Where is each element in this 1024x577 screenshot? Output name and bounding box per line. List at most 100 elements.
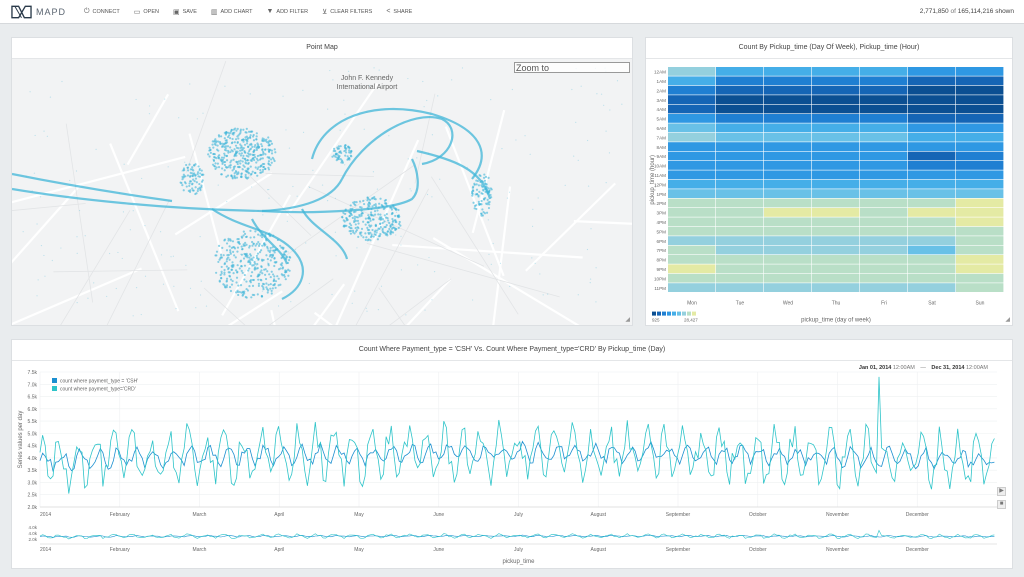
heatmap-cell[interactable] bbox=[812, 245, 860, 255]
heatmap-cell[interactable] bbox=[908, 179, 956, 189]
heatmap-cell[interactable] bbox=[764, 217, 812, 227]
heatmap-cell[interactable] bbox=[908, 236, 956, 245]
heatmap-cell[interactable] bbox=[716, 245, 764, 255]
heatmap-cell[interactable] bbox=[812, 255, 860, 264]
heatmap-cell[interactable] bbox=[716, 273, 764, 283]
heatmap-cell[interactable] bbox=[860, 151, 908, 161]
heatmap-cell[interactable] bbox=[908, 273, 956, 283]
heatmap-cell[interactable] bbox=[764, 67, 812, 76]
heatmap-cell[interactable] bbox=[764, 95, 812, 104]
legend-swatch[interactable] bbox=[52, 386, 57, 391]
heatmap-cell[interactable] bbox=[860, 236, 908, 245]
resize-handle-icon[interactable]: ◢ bbox=[1005, 317, 1010, 323]
heatmap-cell[interactable] bbox=[764, 123, 812, 133]
heatmap-cell[interactable] bbox=[764, 170, 812, 180]
heatmap-cell[interactable] bbox=[956, 85, 1004, 95]
heatmap-cell[interactable] bbox=[716, 217, 764, 227]
heatmap-cell[interactable] bbox=[956, 217, 1004, 227]
heatmap-cell[interactable] bbox=[668, 283, 716, 292]
heatmap-cell[interactable] bbox=[956, 104, 1004, 114]
heatmap-cell[interactable] bbox=[716, 179, 764, 189]
heatmap-cell[interactable] bbox=[908, 283, 956, 292]
heatmap-cell[interactable] bbox=[860, 170, 908, 180]
heatmap-chart[interactable]: 12AM 1AM 2AM 3AM 4AM 5AM 6AM 7AM 8AM 9AM 10AM 11AM 1… bbox=[646, 59, 1012, 325]
heatmap-cell[interactable] bbox=[908, 76, 956, 86]
point-map-canvas[interactable]: John F. Kennedy International Airport bbox=[12, 59, 632, 325]
heatmap-cell[interactable] bbox=[956, 198, 1004, 208]
heatmap-cell[interactable] bbox=[668, 217, 716, 227]
heatmap-cell[interactable] bbox=[956, 170, 1004, 180]
heatmap-cell[interactable] bbox=[812, 236, 860, 245]
heatmap-cell[interactable] bbox=[860, 273, 908, 283]
heatmap-cell[interactable] bbox=[860, 283, 908, 292]
heatmap-cell[interactable] bbox=[860, 85, 908, 95]
heatmap-cell[interactable] bbox=[812, 217, 860, 227]
heatmap-cell[interactable] bbox=[860, 217, 908, 227]
heatmap-cell[interactable] bbox=[956, 114, 1004, 123]
heatmap-cell[interactable] bbox=[764, 208, 812, 217]
heatmap-cell[interactable] bbox=[908, 67, 956, 76]
heatmap-cell[interactable] bbox=[764, 236, 812, 245]
heatmap-cell[interactable] bbox=[956, 151, 1004, 161]
heatmap-cell[interactable] bbox=[716, 236, 764, 245]
heatmap-cell[interactable] bbox=[764, 283, 812, 292]
heatmap-cell[interactable] bbox=[668, 255, 716, 264]
heatmap-cell[interactable] bbox=[668, 151, 716, 161]
heatmap-cell[interactable] bbox=[956, 95, 1004, 104]
heatmap-cell[interactable] bbox=[764, 198, 812, 208]
heatmap-cell[interactable] bbox=[764, 85, 812, 95]
heatmap-cell[interactable] bbox=[668, 189, 716, 198]
heatmap-cell[interactable] bbox=[812, 208, 860, 217]
heatmap-cell[interactable] bbox=[716, 255, 764, 264]
heatmap-cell[interactable] bbox=[812, 104, 860, 114]
heatmap-cell[interactable] bbox=[812, 95, 860, 104]
heatmap-cell[interactable] bbox=[812, 85, 860, 95]
heatmap-cell[interactable] bbox=[956, 236, 1004, 245]
heatmap-cell[interactable] bbox=[908, 226, 956, 236]
heatmap-cell[interactable] bbox=[956, 245, 1004, 255]
heatmap-cell[interactable] bbox=[764, 245, 812, 255]
heatmap-cell[interactable] bbox=[812, 226, 860, 236]
heatmap-cell[interactable] bbox=[956, 264, 1004, 274]
heatmap-cell[interactable] bbox=[956, 142, 1004, 151]
heatmap-cell[interactable] bbox=[764, 151, 812, 161]
heatmap-cell[interactable] bbox=[908, 264, 956, 274]
heatmap-cell[interactable] bbox=[908, 217, 956, 227]
series-line[interactable] bbox=[39, 440, 995, 472]
heatmap-cell[interactable] bbox=[956, 283, 1004, 292]
heatmap-cell[interactable] bbox=[668, 170, 716, 180]
heatmap-cell[interactable] bbox=[812, 151, 860, 161]
heatmap-cell[interactable] bbox=[956, 67, 1004, 76]
heatmap-cell[interactable] bbox=[812, 142, 860, 151]
heatmap-cell[interactable] bbox=[860, 264, 908, 274]
heatmap-cell[interactable] bbox=[764, 189, 812, 198]
heatmap-cell[interactable] bbox=[860, 114, 908, 123]
heatmap-cell[interactable] bbox=[668, 264, 716, 274]
heatmap-cell[interactable] bbox=[812, 123, 860, 133]
heatmap-cell[interactable] bbox=[716, 76, 764, 86]
time-range-display[interactable]: Jan 01, 2014 12:00AM — Dec 31, 2014 12:0… bbox=[859, 365, 988, 371]
heatmap-cell[interactable] bbox=[860, 76, 908, 86]
heatmap-cell[interactable] bbox=[812, 114, 860, 123]
heatmap-cell[interactable] bbox=[908, 170, 956, 180]
save-button[interactable]: ▣ SAVE bbox=[173, 8, 197, 16]
heatmap-cell[interactable] bbox=[716, 189, 764, 198]
heatmap-cell[interactable] bbox=[956, 226, 1004, 236]
heatmap-cell[interactable] bbox=[860, 189, 908, 198]
heatmap-cell[interactable] bbox=[812, 76, 860, 86]
heatmap-cell[interactable] bbox=[668, 236, 716, 245]
heatmap-cell[interactable] bbox=[812, 283, 860, 292]
heatmap-cell[interactable] bbox=[956, 123, 1004, 133]
heatmap-cell[interactable] bbox=[764, 273, 812, 283]
heatmap-cell[interactable] bbox=[716, 95, 764, 104]
share-button[interactable]: < SHARE bbox=[386, 8, 412, 16]
heatmap-cell[interactable] bbox=[908, 198, 956, 208]
heatmap-cell[interactable] bbox=[668, 76, 716, 86]
heatmap-cell[interactable] bbox=[668, 104, 716, 114]
heatmap-cell[interactable] bbox=[812, 161, 860, 170]
heatmap-cell[interactable] bbox=[860, 161, 908, 170]
heatmap-cell[interactable] bbox=[812, 189, 860, 198]
heatmap-cell[interactable] bbox=[668, 245, 716, 255]
heatmap-cell[interactable] bbox=[764, 255, 812, 264]
line-chart[interactable]: 7.5k 7.0k 6.5k 6.0k 5.5k 5.0k 4.5k 4.0k 3.5k 3.0k… bbox=[12, 362, 1012, 568]
